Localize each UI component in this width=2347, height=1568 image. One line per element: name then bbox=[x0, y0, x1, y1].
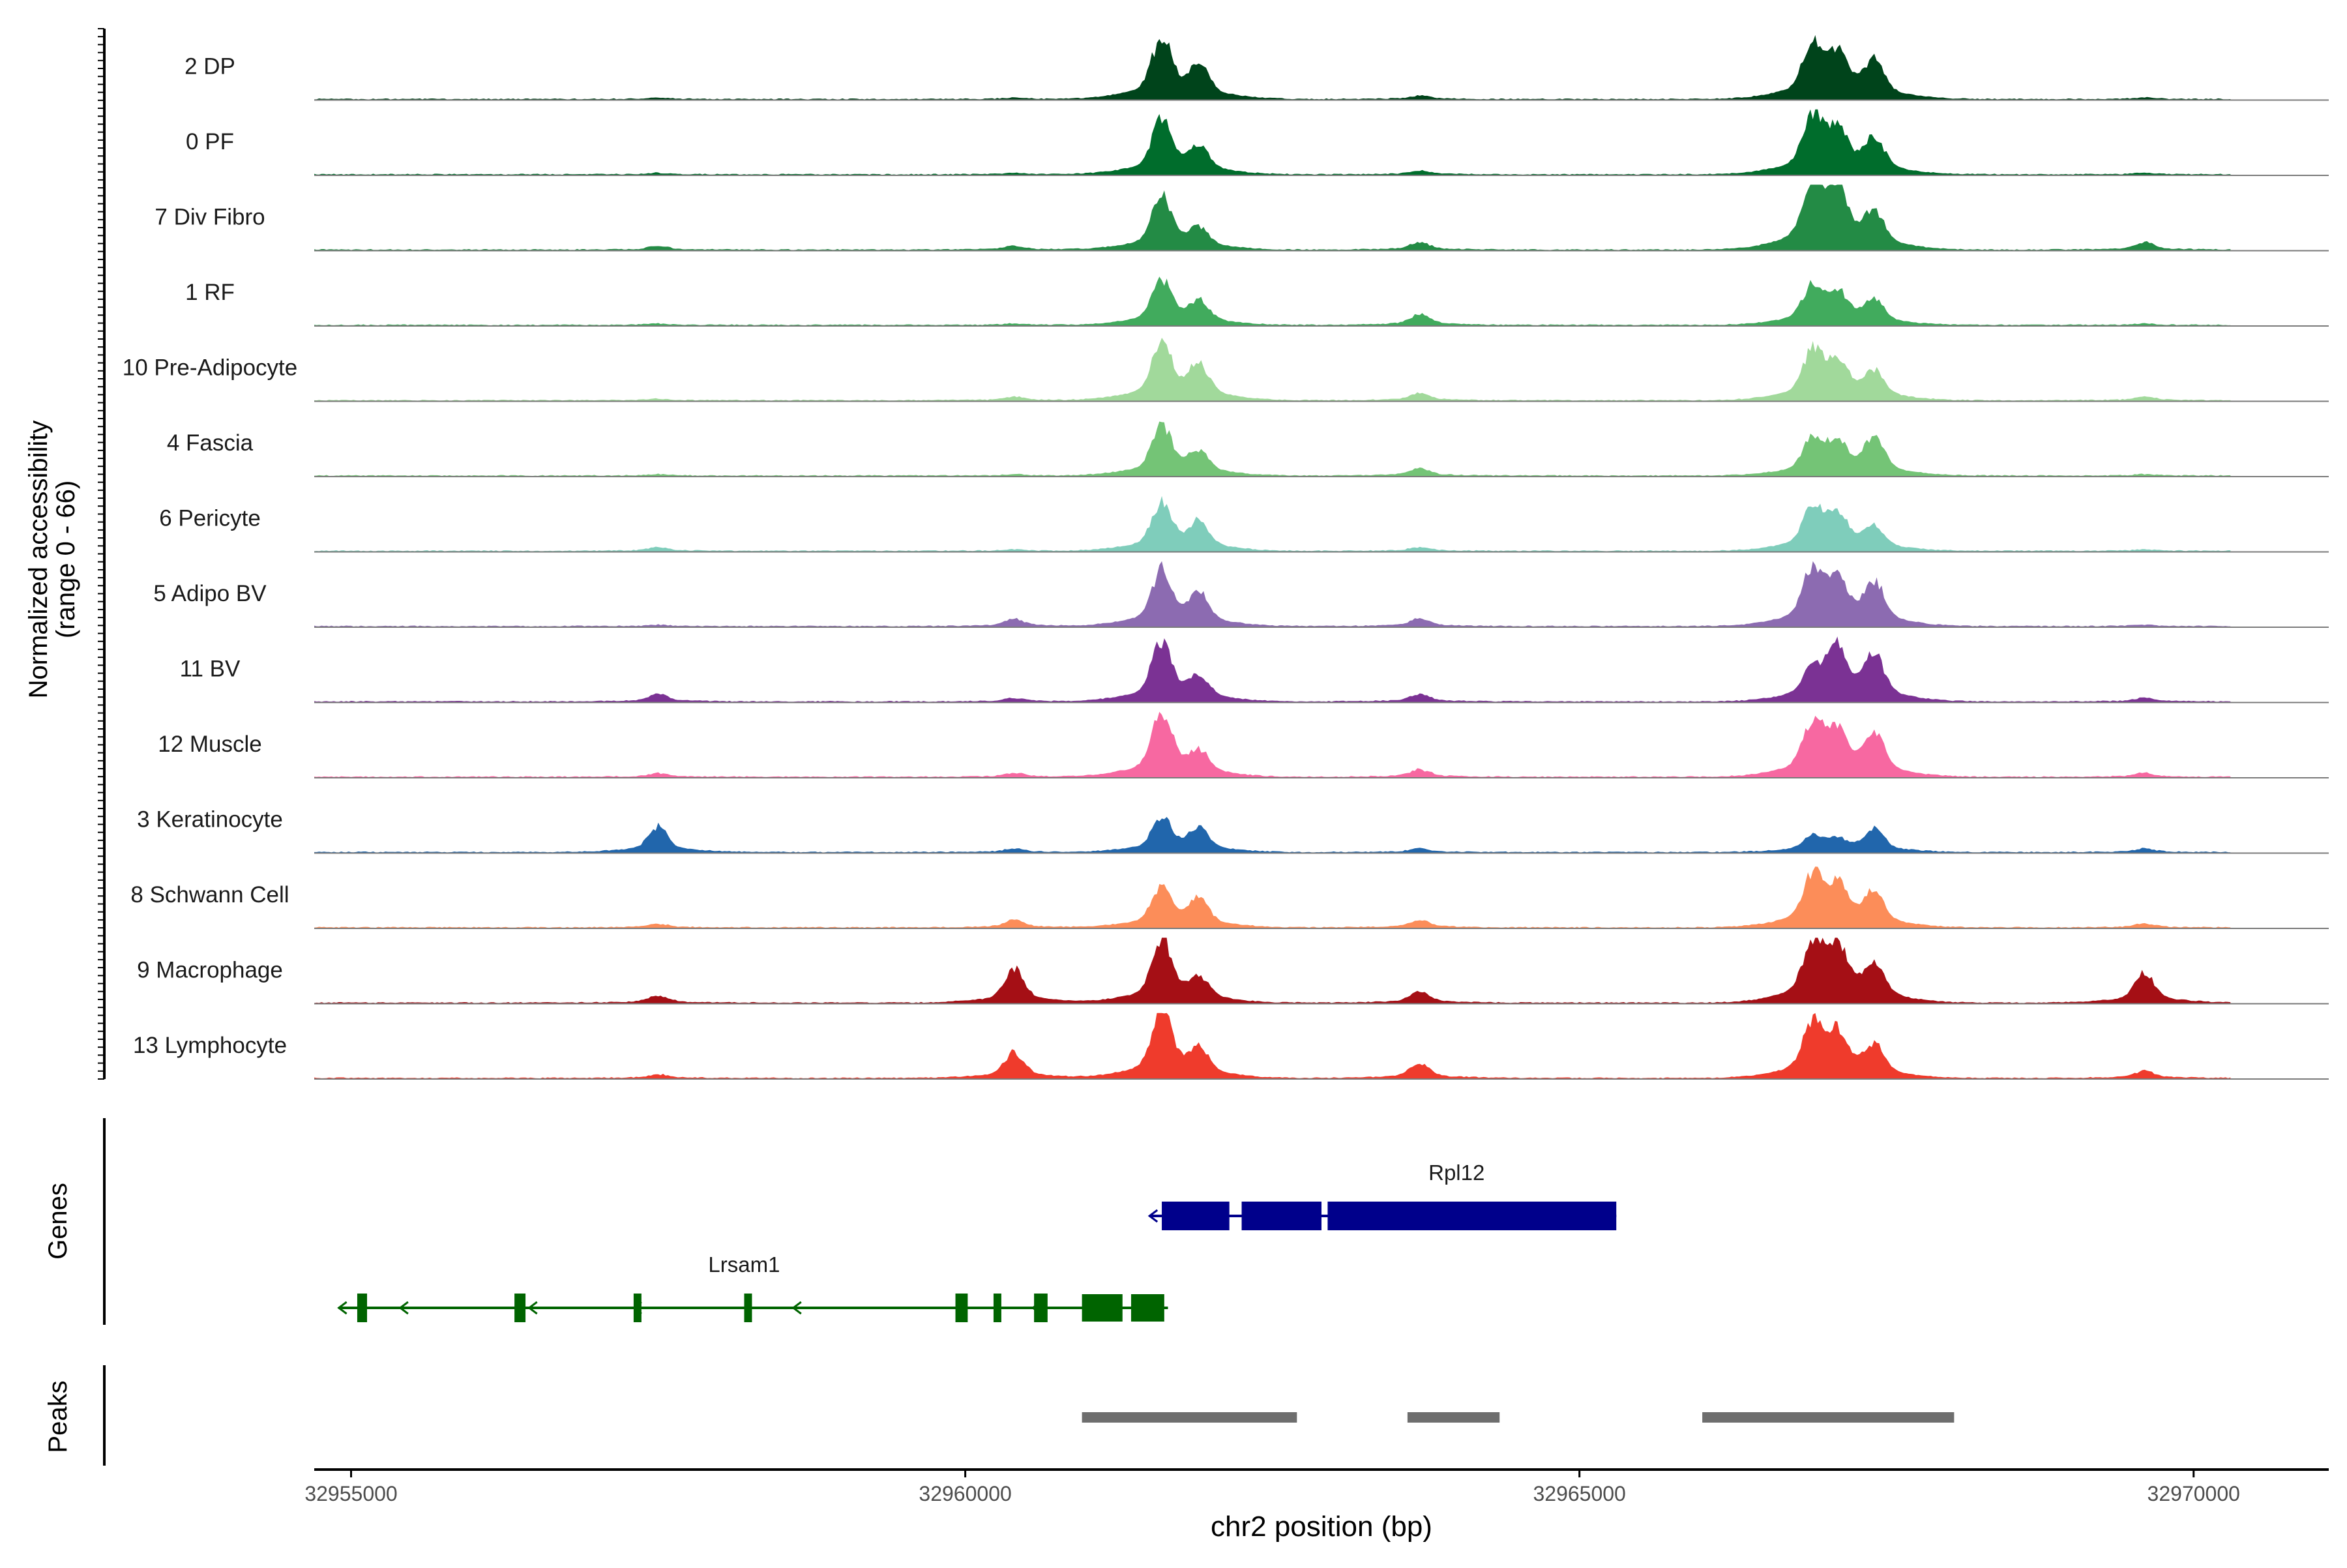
track-4-fascia: 4 Fascia bbox=[167, 421, 2329, 477]
track-label: 4 Fascia bbox=[167, 430, 254, 456]
track-label: 13 Lymphocyte bbox=[133, 1033, 287, 1058]
track-0-pf: 0 PF bbox=[186, 109, 2329, 176]
strand-arrow bbox=[527, 1301, 538, 1315]
track-13-lymphocyte: 13 Lymphocyte bbox=[133, 1013, 2329, 1080]
exon bbox=[1034, 1294, 1048, 1322]
x-tick-label: 32970000 bbox=[2148, 1482, 2240, 1505]
track-9-macrophage: 9 Macrophage bbox=[137, 938, 2329, 1005]
coverage-area bbox=[314, 109, 2231, 175]
exon bbox=[1130, 1294, 1164, 1322]
exon bbox=[514, 1294, 526, 1322]
strand-arrow bbox=[398, 1301, 409, 1315]
y-axis bbox=[98, 28, 106, 1080]
track-label: 6 Pericyte bbox=[159, 506, 261, 531]
x-tick-label: 32960000 bbox=[919, 1482, 1011, 1505]
coverage-area bbox=[314, 1013, 2231, 1079]
coverage-area bbox=[314, 561, 2231, 627]
track-2-dp: 2 DP bbox=[185, 35, 2329, 101]
track-label: 3 Keratinocyte bbox=[137, 807, 283, 833]
exon bbox=[1327, 1202, 1617, 1230]
coverage-area bbox=[314, 421, 2231, 477]
track-10-pre-adipocyte: 10 Pre-Adipocyte bbox=[123, 338, 2329, 402]
exon bbox=[744, 1294, 752, 1322]
exon bbox=[357, 1294, 368, 1322]
gene-label: Lrsam1 bbox=[708, 1252, 780, 1277]
track-label: 8 Schwann Cell bbox=[130, 882, 289, 908]
track-3-keratinocyte: 3 Keratinocyte bbox=[137, 807, 2329, 854]
strand-arrow bbox=[1147, 1209, 1159, 1223]
coverage-area bbox=[314, 35, 2231, 100]
coverage-area bbox=[314, 866, 2231, 928]
x-axis: 32955000 32960000 32965000 32970000 bbox=[304, 1468, 2329, 1505]
exon bbox=[1162, 1202, 1230, 1230]
track-label: 11 BV bbox=[180, 657, 241, 682]
gene-track: Rpl12 Lrsam1 bbox=[337, 1161, 1617, 1322]
exon bbox=[1241, 1202, 1321, 1230]
peaks-panel-label: Peaks bbox=[44, 1380, 72, 1453]
coverage-area bbox=[314, 636, 2231, 703]
track-7-div-fibro: 7 Div Fibro bbox=[155, 185, 2329, 252]
track-label: 12 Muscle bbox=[158, 732, 262, 757]
peak-region bbox=[1407, 1412, 1500, 1423]
track-8-schwann-cell: 8 Schwann Cell bbox=[130, 866, 2329, 929]
y-axis-label-line1: Normalized accessibility bbox=[24, 421, 53, 699]
track-label: 1 RF bbox=[185, 280, 235, 305]
coverage-area bbox=[314, 817, 2231, 853]
gene-label: Rpl12 bbox=[1428, 1161, 1484, 1185]
track-6-pericyte: 6 Pericyte bbox=[159, 496, 2329, 553]
strand-arrow bbox=[337, 1301, 347, 1315]
track-5-adipo-bv: 5 Adipo BV bbox=[153, 561, 2329, 628]
track-1-rf: 1 RF bbox=[185, 276, 2329, 327]
track-label: 2 DP bbox=[185, 54, 235, 80]
coverage-area bbox=[314, 276, 2231, 326]
track-11-bv: 11 BV bbox=[180, 636, 2329, 703]
exon bbox=[633, 1294, 642, 1322]
coverage-area bbox=[314, 338, 2231, 402]
peak-region bbox=[1702, 1412, 1955, 1423]
coverage-area bbox=[314, 938, 2231, 1004]
exon bbox=[955, 1294, 968, 1322]
track-label: 7 Div Fibro bbox=[155, 205, 265, 230]
strand-arrow bbox=[791, 1301, 802, 1315]
track-label: 10 Pre-Adipocyte bbox=[123, 355, 297, 381]
coverage-area bbox=[314, 496, 2231, 552]
gene-rpl12: Rpl12 bbox=[1147, 1161, 1617, 1230]
coverage-area bbox=[314, 185, 2231, 251]
y-axis-label-line2: (range 0 - 66) bbox=[52, 481, 80, 638]
track-label: 5 Adipo BV bbox=[153, 581, 267, 606]
exon bbox=[1082, 1294, 1123, 1322]
coverage-tracks: 2 DP 0 PF 7 Div Fibro 1 RF 10 Pre-Adipocyte 4… bbox=[123, 35, 2329, 1080]
coverage-area bbox=[314, 711, 2231, 778]
x-tick-label: 32955000 bbox=[304, 1482, 397, 1505]
track-label: 9 Macrophage bbox=[137, 958, 283, 983]
track-label: 0 PF bbox=[186, 129, 234, 155]
exon bbox=[993, 1294, 1001, 1322]
x-axis-label: chr2 position (bp) bbox=[1211, 1511, 1432, 1543]
track-12-muscle: 12 Muscle bbox=[158, 711, 2329, 778]
x-tick-label: 32965000 bbox=[1533, 1482, 1625, 1505]
peak-track bbox=[1082, 1412, 1955, 1423]
gene-lrsam1: Lrsam1 bbox=[337, 1252, 1168, 1322]
peak-region bbox=[1082, 1412, 1297, 1423]
genes-panel-label: Genes bbox=[44, 1183, 72, 1260]
